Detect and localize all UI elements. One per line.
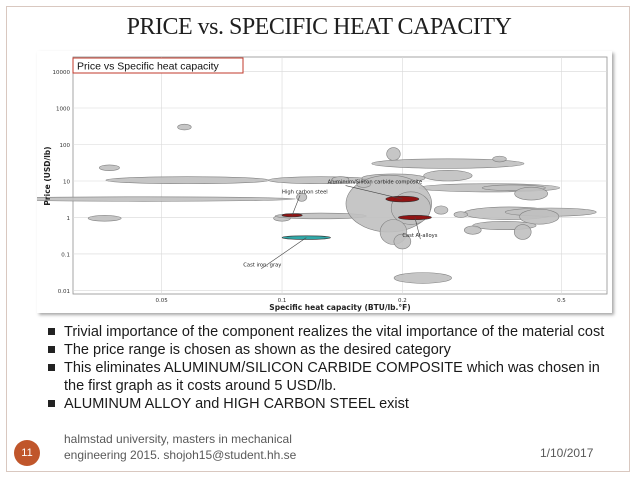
material-label: Aluminum/Silicon carbide composite: [328, 180, 423, 186]
y-tick-label: 10000: [53, 70, 71, 76]
bubbles: [37, 123, 597, 284]
y-tick-label: 1000: [56, 107, 70, 113]
bullet-list: Trivial importance of the component real…: [46, 323, 606, 413]
footer-line: halmstad university, masters in mechanic…: [64, 432, 292, 446]
x-axis-label: Specific heat capacity (BTU/lb.°F): [269, 303, 410, 312]
material-bubble: [463, 225, 482, 235]
chart-title: Price vs Specific heat capacity: [77, 61, 220, 73]
material-label: Cast Al-alloys: [402, 233, 437, 239]
bullet-item: This eliminates ALUMINUM/SILICON CARBIDE…: [46, 359, 606, 395]
label-leader-line: [345, 185, 403, 200]
material-bubble: [393, 233, 412, 250]
material-bubble: [386, 147, 401, 161]
material-bubble: [98, 164, 120, 171]
label-leader-line: [414, 217, 421, 240]
bullet-item: The price range is chosen as shown as th…: [46, 341, 606, 359]
x-tick-label: 0.05: [156, 298, 169, 304]
slide-title: PRICE vs. SPECIFIC HEAT CAPACITY: [126, 14, 512, 40]
plot-area: [72, 56, 608, 295]
highlighted-materials: Aluminum/Silicon carbide composite Cast A…: [243, 180, 438, 269]
slide-number-badge: 11: [14, 440, 40, 466]
footer-text: halmstad university, masters in mechanic…: [64, 431, 296, 463]
material-bubble: [87, 215, 122, 222]
y-tick-label: 10: [63, 179, 70, 185]
y-tick-label: 100: [60, 143, 71, 149]
highlighted-bubble: [281, 213, 303, 218]
material-bubble: [433, 205, 449, 215]
material-bubble: [105, 176, 270, 185]
x-tick-label: 0.1: [278, 298, 287, 304]
x-tick-label: 0.2: [398, 298, 407, 304]
material-bubble: [393, 272, 452, 284]
bullet-item: ALUMINUM ALLOY and HIGH CARBON STEEL exi…: [46, 395, 606, 413]
label-leader-line: [291, 195, 301, 216]
label-leader-line: [261, 237, 307, 269]
slide-frame: [6, 6, 630, 472]
material-label: High carbon steel: [282, 189, 328, 195]
x-tick-label: 0.5: [557, 298, 566, 304]
material-bubble: [37, 196, 296, 202]
price-vs-specific-heat-chart: Aluminum/Silicon carbide composite Cast A…: [37, 56, 608, 312]
chart-title-box: [72, 57, 244, 74]
y-tick-label: 1: [67, 216, 71, 222]
material-bubble: [423, 170, 473, 182]
material-bubble: [356, 181, 371, 188]
footer-date: 1/10/2017: [540, 446, 594, 460]
material-bubble: [519, 208, 560, 225]
material-bubble: [296, 192, 308, 202]
material-bubble: [331, 176, 350, 183]
material-bubble: [453, 211, 468, 218]
footer-line: engineering 2015. shojoh15@student.hh.se: [64, 448, 297, 462]
material-bubble: [177, 123, 192, 131]
material-bubble: [492, 155, 507, 163]
bullet-item: Trivial importance of the component real…: [46, 323, 606, 341]
y-tick-label: 0.01: [58, 289, 70, 295]
material-bubble: [513, 224, 532, 240]
x-tick-labels: 0.05 0.1 0.2 0.5: [156, 298, 567, 304]
y-tick-labels: 0.01 0.1 1 10 100 1000 10000: [53, 70, 71, 295]
y-tick-label: 0.1: [61, 252, 70, 258]
y-axis-label: Price (USD/lb): [43, 146, 52, 205]
material-bubble: [371, 158, 525, 169]
material-label: Cast iron, gray: [243, 263, 281, 269]
chart-panel: Aluminum/Silicon carbide composite Cast A…: [37, 51, 612, 313]
material-bubble: [514, 186, 549, 201]
